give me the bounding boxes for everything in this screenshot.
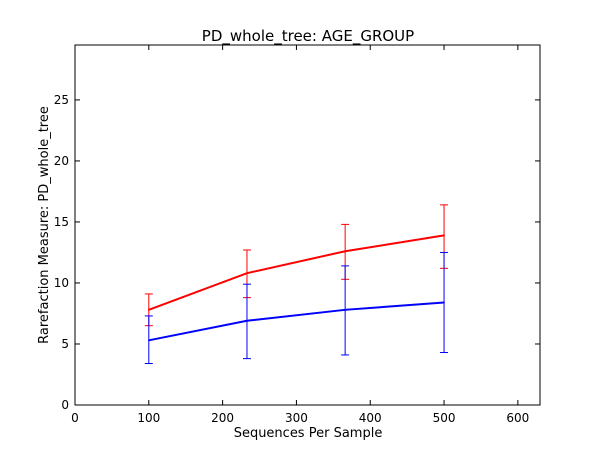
series-line	[148, 234, 445, 311]
x-tick-label: 600	[506, 411, 529, 425]
y-tick-label: 25	[54, 93, 69, 107]
y-axis-label: Rarefaction Measure: PD_whole_tree	[37, 106, 52, 344]
series-1	[144, 251, 449, 365]
data-point	[148, 309, 150, 311]
y-tick-label: 15	[54, 215, 69, 229]
data-point	[344, 250, 346, 253]
data-point	[246, 319, 248, 322]
x-tick-label: 300	[285, 411, 308, 425]
data-point	[443, 234, 445, 237]
series-0	[144, 204, 449, 327]
data-point	[246, 272, 248, 275]
data-point	[344, 309, 346, 311]
data-point	[148, 339, 150, 342]
x-tick-label: 200	[211, 411, 234, 425]
plot-frame	[74, 44, 541, 406]
x-tick-label: 0	[71, 411, 79, 425]
y-tick-label: 10	[54, 276, 69, 290]
chart-marks: 0 100 200 300 400 500 600 0 5 10 15 20 25	[54, 44, 541, 425]
x-axis-label: Sequences Per Sample	[234, 426, 383, 441]
series-line	[148, 301, 445, 342]
y-tick-label: 0	[61, 398, 69, 412]
x-tick-label: 100	[137, 411, 160, 425]
y-tick-label: 20	[54, 154, 69, 168]
x-tick-label: 400	[359, 411, 382, 425]
chart-title: PD_whole_tree: AGE_GROUP	[202, 27, 414, 46]
data-point	[443, 301, 445, 304]
y-tick-label: 5	[61, 337, 69, 351]
x-tick-label: 500	[433, 411, 456, 425]
